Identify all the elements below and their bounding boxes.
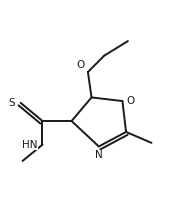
Text: HN: HN: [22, 140, 37, 150]
Text: S: S: [9, 98, 15, 108]
Text: O: O: [126, 96, 134, 106]
Text: N: N: [95, 150, 103, 160]
Text: O: O: [76, 60, 84, 70]
